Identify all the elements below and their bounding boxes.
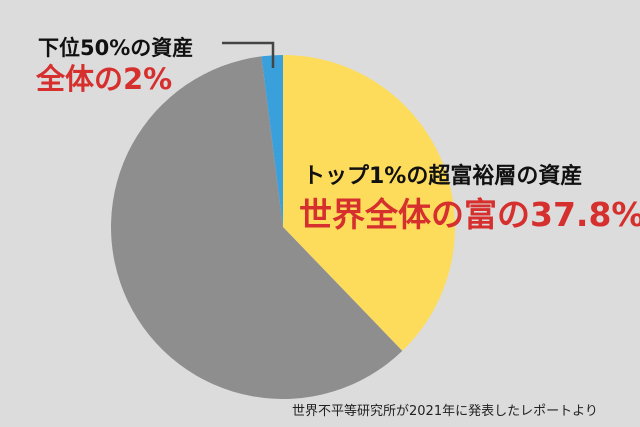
bottom50-label: 下位50%の資産 <box>38 36 194 60</box>
slice-middle <box>111 56 403 400</box>
leader-line <box>222 41 275 68</box>
slice-bottom50 <box>261 55 283 227</box>
top1-value-label: 世界全体の富の37.8% <box>299 195 640 234</box>
slice-top1 <box>283 55 455 351</box>
source-note: 世界不平等研究所が2021年に発表したレポートより <box>292 404 598 419</box>
bottom50-value-label: 全体の2% <box>36 62 173 96</box>
top1-label: トップ1%の超富裕層の資産 <box>303 164 583 189</box>
